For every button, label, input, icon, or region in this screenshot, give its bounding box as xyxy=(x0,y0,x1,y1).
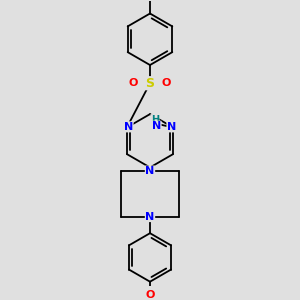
Text: S: S xyxy=(146,77,154,90)
Text: N: N xyxy=(167,122,176,132)
Text: N: N xyxy=(124,122,133,132)
Text: O: O xyxy=(145,290,155,300)
Text: O: O xyxy=(162,78,171,88)
Text: N: N xyxy=(146,212,154,221)
Text: N: N xyxy=(152,121,161,131)
Text: N: N xyxy=(146,166,154,176)
Text: O: O xyxy=(129,78,138,88)
Text: H: H xyxy=(151,115,159,124)
